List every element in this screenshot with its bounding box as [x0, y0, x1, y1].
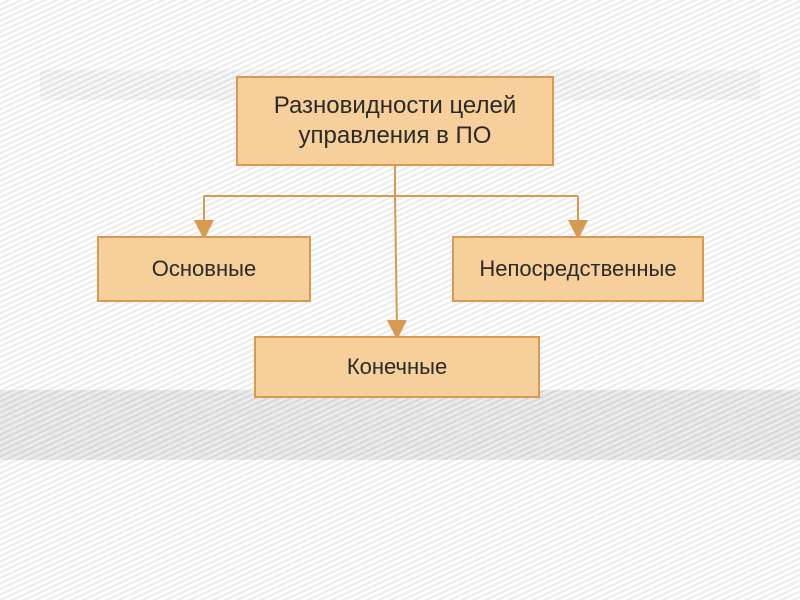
node-left-label: Основные: [152, 256, 256, 282]
node-right: Непосредственные: [452, 236, 704, 302]
node-root-label: Разновидности целей управления в ПО: [238, 91, 552, 151]
node-left: Основные: [97, 236, 311, 302]
node-bottom-label: Конечные: [347, 354, 447, 380]
node-bottom: Конечные: [254, 336, 540, 398]
node-right-label: Непосредственные: [479, 256, 676, 282]
node-root: Разновидности целей управления в ПО: [236, 76, 554, 166]
shadow-blob: [0, 390, 800, 460]
